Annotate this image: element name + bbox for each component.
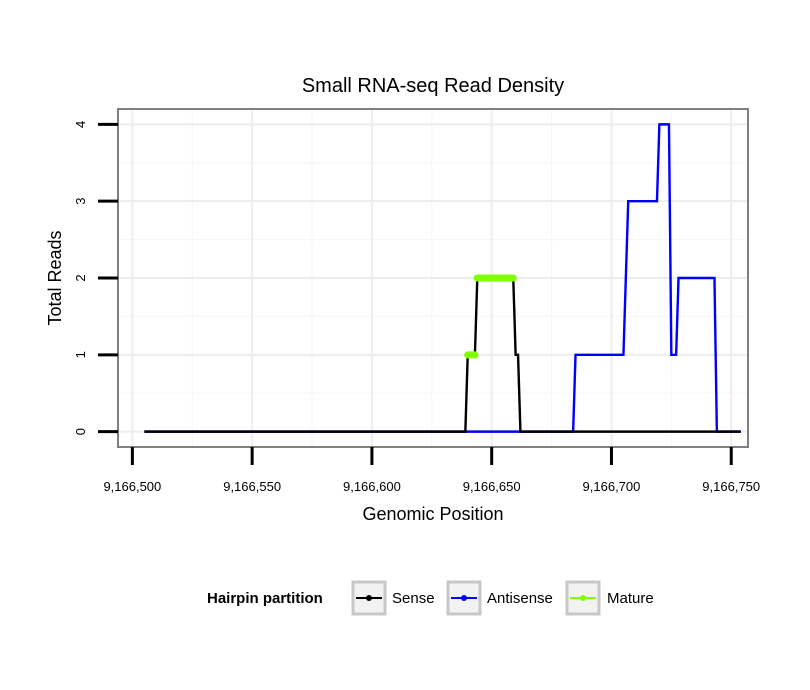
legend-item-antisense: Antisense [446, 580, 553, 616]
x-tick-label: 9,166,550 [223, 479, 281, 494]
y-tick-label: 0 [73, 428, 88, 435]
x-tick-label: 9,166,700 [583, 479, 641, 494]
y-tick-label: 2 [73, 274, 88, 281]
x-tick-label: 9,166,650 [463, 479, 521, 494]
legend-title: Hairpin partition [207, 590, 323, 607]
data-point-mature [464, 351, 472, 359]
y-tick-label: 3 [73, 198, 88, 205]
data-series [144, 123, 741, 433]
data-point-mature [471, 351, 479, 359]
legend-dot-mature [580, 595, 586, 601]
data-point-mature [509, 274, 517, 282]
data-point-mature [473, 274, 481, 282]
legend: Hairpin partition Sense Antisense Mature [207, 580, 654, 616]
chart-title: Small RNA-seq Read Density [302, 75, 564, 97]
x-axis-label: Genomic Position [362, 504, 503, 524]
series-line-antisense [144, 123, 741, 433]
y-axis-label: Total Reads [45, 230, 65, 325]
y-tick-label: 4 [73, 121, 88, 128]
legend-item-sense: Sense [351, 580, 435, 616]
y-axis: 0 1 2 3 4 [73, 121, 118, 435]
legend-label-antisense: Antisense [487, 590, 553, 607]
x-tick-label: 9,166,500 [103, 479, 161, 494]
x-tick-label: 9,166,600 [343, 479, 401, 494]
x-tick-label: 9,166,750 [702, 479, 760, 494]
legend-dot-sense [366, 595, 372, 601]
legend-item-mature: Mature [565, 580, 654, 616]
legend-label-sense: Sense [392, 590, 435, 607]
legend-dot-antisense [461, 595, 467, 601]
x-axis: 9,166,500 9,166,550 9,166,600 9,166,650 9,16… [103, 447, 760, 494]
legend-label-mature: Mature [607, 590, 654, 607]
y-tick-label: 1 [73, 351, 88, 358]
